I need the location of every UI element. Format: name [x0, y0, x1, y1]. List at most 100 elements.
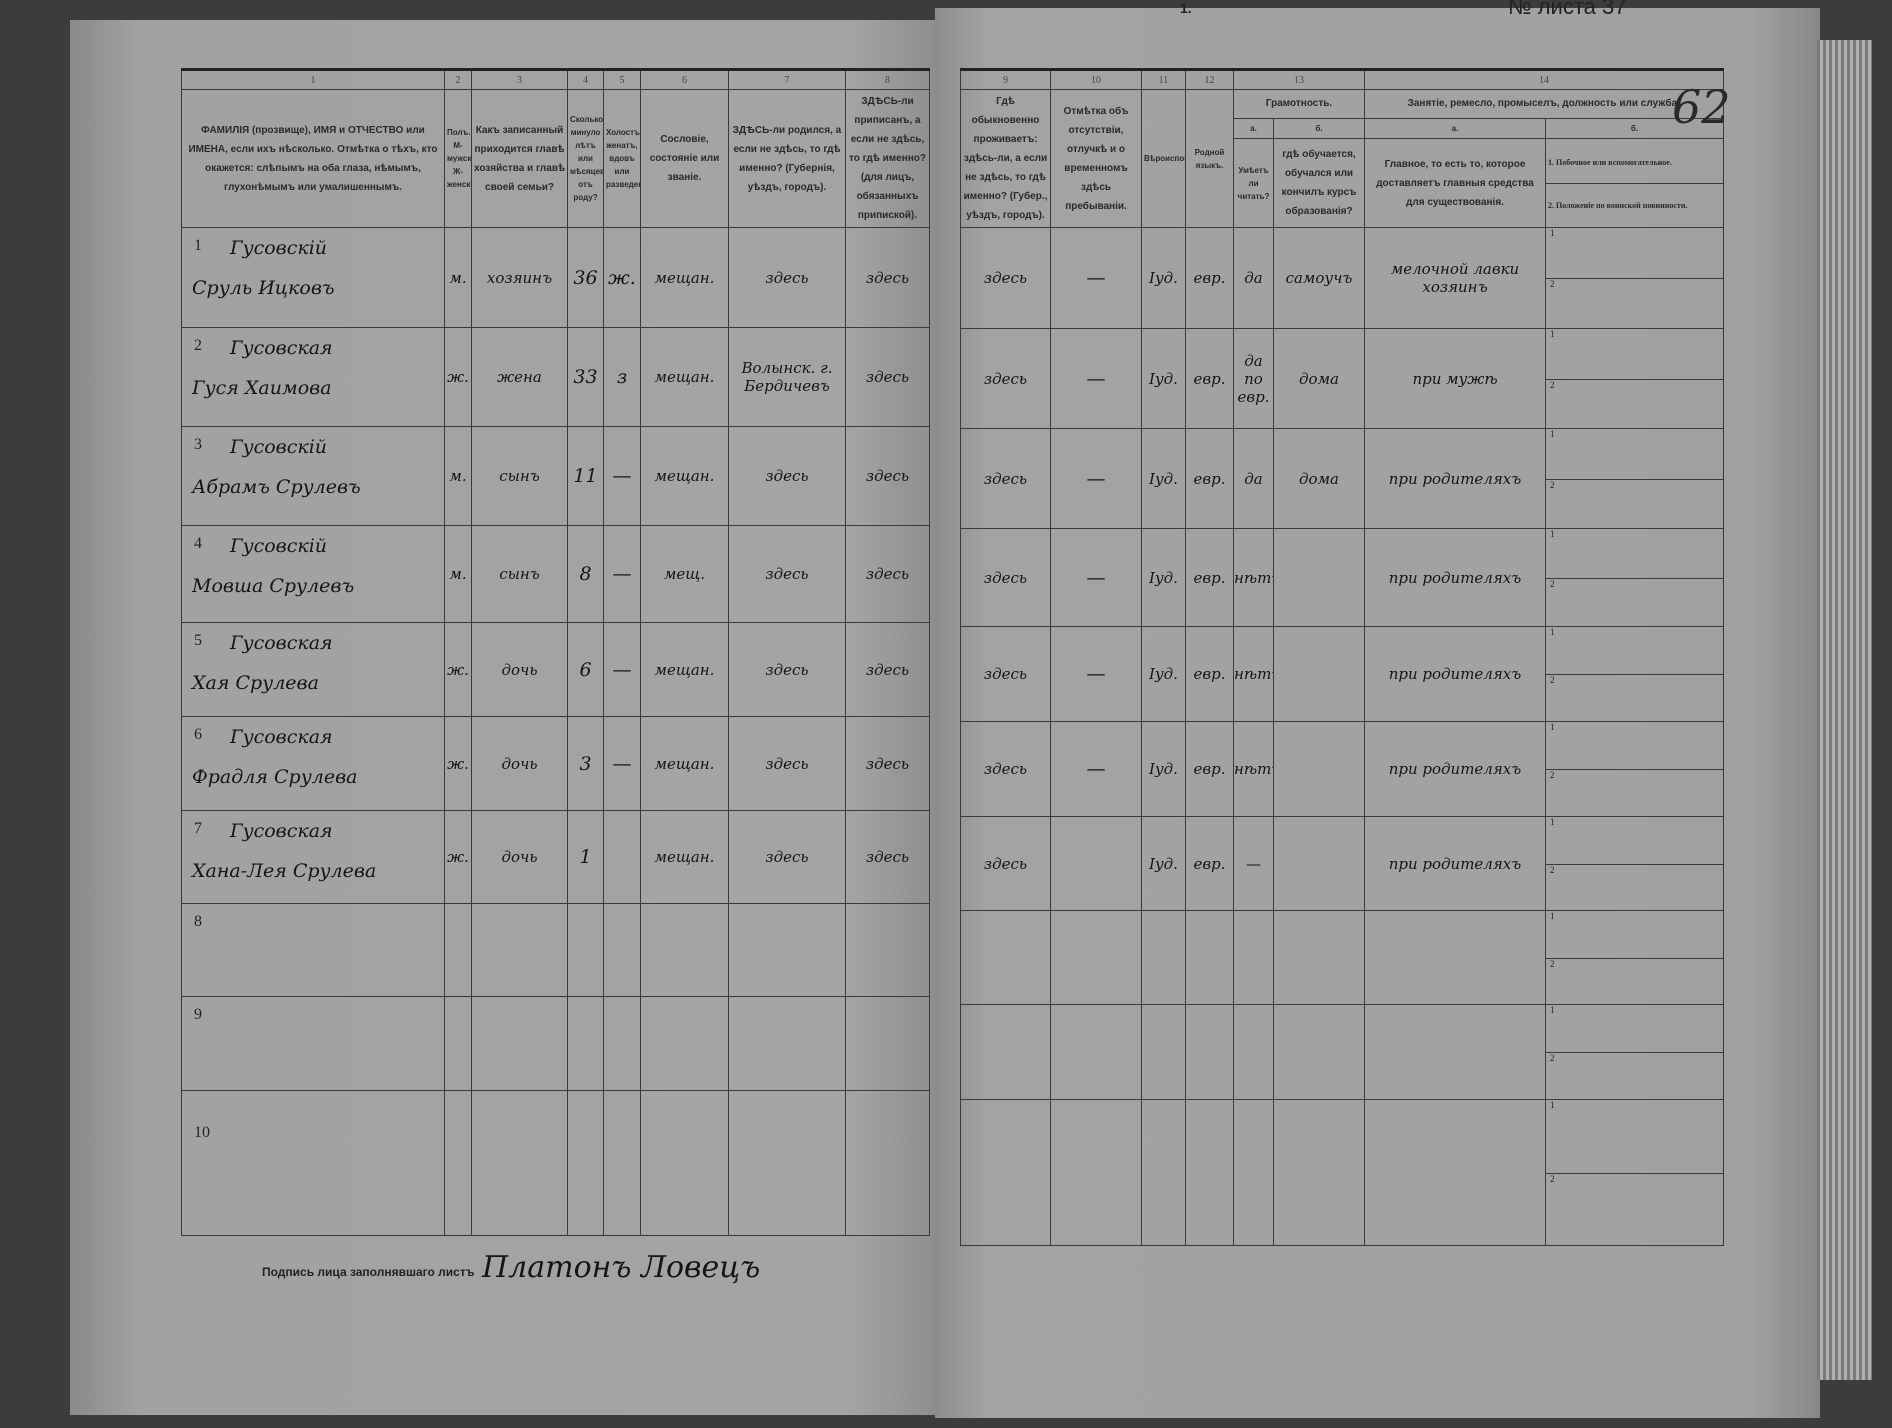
religion: Іуд. — [1141, 528, 1186, 627]
absence-mark-text: — — [1086, 663, 1106, 685]
main-occupation: мелочной лавки хозяинъ — [1364, 227, 1546, 329]
main-occupation-text: при родителяхъ — [1388, 568, 1522, 587]
registered-place-text: здесь — [865, 754, 910, 773]
surname: Гусовская — [230, 726, 333, 748]
age: 11 — [567, 426, 604, 526]
header-language: Родной языкъ. — [1185, 89, 1234, 228]
relation-text: дочь — [501, 848, 538, 866]
surname: Гусовскій — [230, 237, 328, 259]
school-text: дома — [1299, 369, 1339, 388]
native-language: евр. — [1185, 428, 1234, 529]
census-form-right: 9 10 11 12 13 14 Гдѣ обыкновенно прожива… — [960, 68, 1724, 1246]
row-number: 5 — [194, 632, 202, 649]
absence-mark: — — [1050, 528, 1142, 627]
birthplace: здесь — [728, 426, 846, 526]
name-cell: 3 Гусовскій Абрамъ Срулевъ — [181, 426, 445, 526]
page-stack-edge — [1817, 40, 1872, 1380]
census-form-left: 1 2 3 4 5 6 7 8 ФАМИЛІЯ (прозвище), ИМЯ … — [181, 68, 930, 1236]
residence: здесь — [960, 721, 1051, 817]
can-read-text: да по евр. — [1237, 351, 1270, 406]
name-cell: 4 Гусовскій Мовша Срулевъ — [181, 525, 445, 623]
estate-text: мещан. — [654, 467, 715, 485]
secondary-occupation-line: 1 — [1550, 911, 1555, 922]
birthplace: здесь — [728, 810, 846, 904]
relation — [471, 903, 568, 997]
relation: сынъ — [471, 525, 568, 623]
registered-place — [845, 1090, 930, 1236]
table-row: 3 Гусовскій Абрамъ Срулевъ м. сынъ 11 — мещан. з… — [181, 426, 930, 526]
row-number: 6 — [194, 726, 202, 743]
military-status-line: 2 — [1546, 278, 1723, 328]
absence-mark — [1050, 910, 1142, 1005]
secondary-occupation-line: 1 — [1550, 429, 1555, 440]
main-occupation — [1364, 1004, 1546, 1100]
name-cell: 5 Гусовская Хая Срулева — [181, 622, 445, 717]
marital-status — [603, 1090, 641, 1236]
birthplace — [728, 996, 846, 1091]
registered-place-text: здесь — [865, 848, 910, 866]
col-number: 5 — [603, 69, 641, 90]
marital-status — [603, 810, 641, 904]
table-row: здесь — Іуд. евр. да самоучъ мелочной лавки хо… — [960, 227, 1724, 329]
header-school: гдѣ обучается, обучался или кончилъ курс… — [1273, 138, 1365, 228]
relation: хозяинъ — [471, 227, 568, 328]
registered-place: здесь — [845, 426, 930, 526]
given-name: Гуся Хаимова — [192, 377, 332, 399]
registered-place-text: здесь — [865, 565, 910, 583]
sex: ж. — [444, 327, 472, 427]
main-occupation-text: мелочной лавки хозяинъ — [1390, 260, 1520, 296]
native-language: евр. — [1185, 626, 1234, 722]
name-cell: 1 Гусовскій Сруль Ицковъ — [181, 227, 445, 328]
birthplace — [728, 903, 846, 997]
military-status-line: 2 — [1546, 957, 1723, 1004]
estate: мещан. — [640, 426, 729, 526]
military-status-line: 2 — [1546, 378, 1723, 428]
sex-text: ж. — [447, 660, 469, 679]
absence-mark: — — [1050, 721, 1142, 817]
header-registered: ЗДѢСЬ-ли приписанъ, а если не здѣсь, то … — [845, 89, 930, 228]
native-language: евр. — [1185, 328, 1234, 429]
header-marital: Холостъ, женатъ, вдовъ или разведенъ. — [603, 89, 641, 228]
residence — [960, 1099, 1051, 1246]
can-read: нѣтъ — [1233, 528, 1274, 627]
age: 6 — [567, 622, 604, 717]
header-military-status: 2. Положеніе по воинской повинности. — [1546, 183, 1723, 226]
sex: ж. — [444, 622, 472, 717]
sex: ж. — [444, 716, 472, 811]
native-language-text: евр. — [1193, 469, 1226, 488]
main-occupation-text: при родителяхъ — [1388, 760, 1522, 778]
table-row: 5 Гусовская Хая Срулева ж. дочь 6 — мещан. здесь… — [181, 622, 930, 717]
residence: здесь — [960, 626, 1051, 722]
header-can-read: Умѣетъ ли читать? — [1233, 138, 1274, 228]
military-status-line: 2 — [1546, 1052, 1723, 1099]
surname: Гусовская — [230, 337, 333, 359]
main-occupation — [1364, 910, 1546, 1005]
col-number: 14 — [1364, 69, 1724, 90]
header-row: ФАМИЛІЯ (прозвище), ИМЯ и ОТЧЕСТВО или И… — [181, 89, 930, 228]
religion — [1141, 1004, 1186, 1100]
military-status-line: 2 — [1546, 577, 1723, 626]
given-name: Фрадля Срулева — [192, 766, 358, 788]
sex-text: м. — [449, 565, 467, 583]
registered-place-text: здесь — [865, 467, 910, 485]
can-read: нѣтъ — [1233, 626, 1274, 722]
row-number: 2 — [194, 337, 202, 354]
name-cell: 2 Гусовская Гуся Хаимова — [181, 327, 445, 427]
given-name: Абрамъ Срулевъ — [192, 476, 361, 498]
military-status-line: 2 — [1546, 674, 1723, 721]
residence: здесь — [960, 328, 1051, 429]
marital-status-text: — — [612, 658, 632, 681]
can-read: — — [1233, 816, 1274, 911]
header-literacy: Грамотность. — [1233, 89, 1365, 119]
main-occupation: при мужѣ — [1364, 328, 1546, 429]
registered-place-text: здесь — [865, 368, 910, 386]
native-language-text: евр. — [1193, 854, 1226, 873]
can-read: да по евр. — [1233, 328, 1274, 429]
